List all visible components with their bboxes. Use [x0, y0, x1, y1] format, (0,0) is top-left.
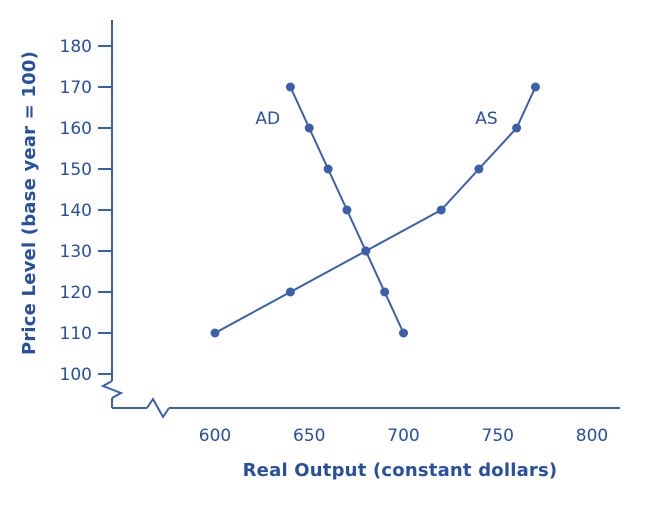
- data-point-ad: [304, 123, 314, 133]
- data-point-ad: [342, 205, 352, 215]
- y-tick-label: 150: [60, 160, 92, 180]
- y-tick-label: 100: [60, 365, 92, 385]
- y-tick-label: 170: [60, 78, 92, 98]
- data-point-ad: [323, 164, 333, 174]
- y-tick-label: 160: [60, 119, 92, 139]
- curve-label-ad: AD: [255, 109, 280, 129]
- x-axis-break-icon: [146, 397, 170, 419]
- y-tick-label: 130: [60, 242, 92, 262]
- x-tick-label: 700: [387, 426, 419, 446]
- data-point-as: [530, 82, 540, 92]
- data-point-as: [361, 246, 371, 256]
- y-axis-title: Price Level (base year = 100): [19, 50, 40, 356]
- x-tick-label: 750: [482, 426, 514, 446]
- data-point-ad: [399, 328, 408, 338]
- y-tick-label: 140: [60, 201, 92, 221]
- data-point-ad: [285, 82, 295, 92]
- x-axis-title: Real Output (constant dollars): [242, 460, 558, 481]
- y-tick-label: 110: [60, 324, 92, 344]
- y-tick-label: 180: [60, 37, 92, 57]
- data-point-as: [210, 328, 220, 338]
- data-point-as: [436, 205, 446, 215]
- y-axis-break-icon: [100, 380, 124, 399]
- y-tick-label: 120: [60, 283, 92, 303]
- x-tick-label: 600: [199, 426, 231, 446]
- curve-label-as: AS: [475, 109, 497, 129]
- data-point-as: [474, 164, 484, 174]
- data-point-as: [285, 287, 295, 297]
- data-point-as: [512, 123, 522, 133]
- data-point-ad: [380, 287, 390, 297]
- x-tick-label: 650: [293, 426, 325, 446]
- x-tick-label: 800: [576, 426, 608, 446]
